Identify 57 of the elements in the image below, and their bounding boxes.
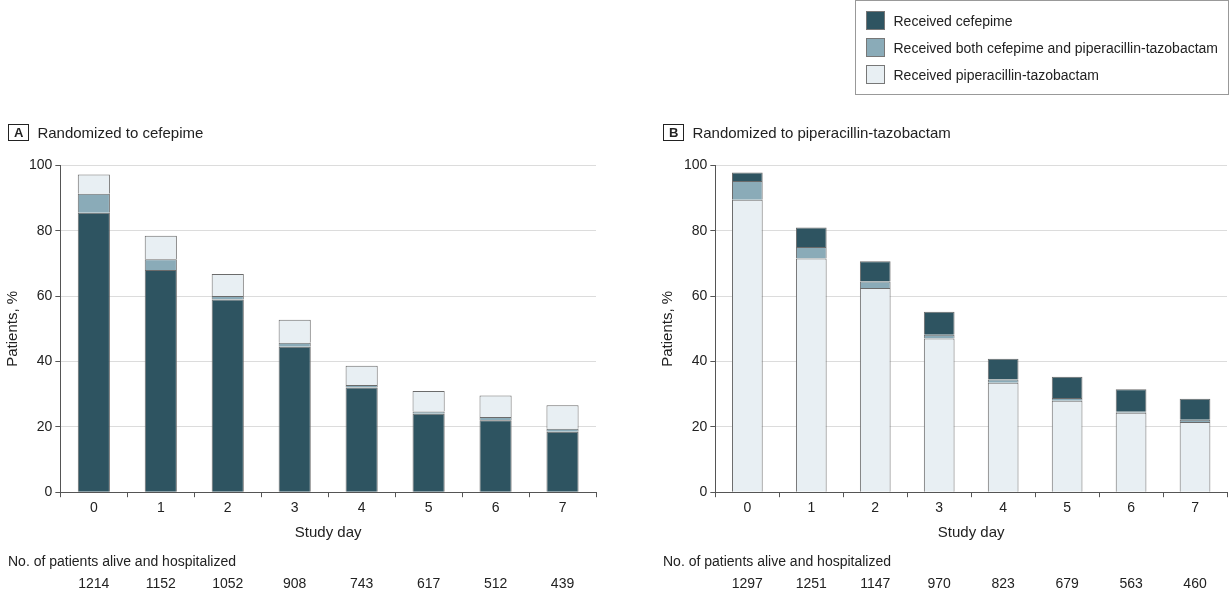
text: 1214 [78,575,110,591]
chart-title: Randomized to cefepime [37,124,204,141]
text: 1251 [795,575,828,591]
y-tick-label: 20 [691,417,708,434]
text: A [8,124,30,141]
text: No. of patients alive and hospitalized [8,553,237,569]
text: 1147 [860,575,891,591]
text: 1152 [145,575,177,591]
legend-label: Received both cefepime and piperacillin-tazobactam [893,39,1218,56]
text: B [663,124,685,141]
y-tick-label: 100 [29,156,53,173]
text: 1297 [731,575,764,591]
x-tick-label: 1 [807,499,816,516]
y-tick-label: 100 [684,156,708,173]
text: 1052 [212,575,244,591]
x-tick-label: 0 [89,499,98,516]
x-tick-label: 7 [1191,499,1200,516]
x-tick-label: 5 [424,499,433,516]
text: No. of patients alive and hospitalized [663,553,892,569]
x-tick-label: 0 [743,499,752,516]
y-tick-label: 40 [691,352,708,369]
x-tick-label: 2 [223,499,232,516]
x-tick-label: 5 [1063,499,1072,516]
text: 908 [283,575,307,591]
y-tick-label: 0 [699,483,708,500]
x-tick-label: 6 [1127,499,1136,516]
text: 563 [1119,575,1143,591]
y-tick-label: 60 [691,286,708,303]
x-tick-label: 7 [558,499,567,516]
y-tick-label: 40 [36,352,53,369]
legend-label: Received cefepime [893,12,1013,29]
x-tick-label: 3 [290,499,299,516]
x-tick-label: 4 [357,499,366,516]
y-tick-label: 80 [691,221,708,238]
text: 460 [1183,575,1207,591]
x-tick-label: 3 [935,499,944,516]
chart-title: Randomized to piperacillin-tazobactam [692,124,951,141]
text: 970 [927,575,952,591]
y-axis-title: Patients, % [658,290,676,367]
x-axis-title: Study day [937,523,1006,541]
legend-label: Received piperacillin-tazobactam [893,66,1099,83]
x-tick-label: 2 [871,499,880,516]
text: 439 [550,575,575,591]
text: 617 [416,575,441,591]
y-axis-title: Patients, % [3,290,21,367]
text: 823 [991,575,1016,591]
x-axis-title: Study day [294,523,363,541]
y-tick-label: 80 [36,221,53,238]
text: 512 [483,575,508,591]
y-tick-label: 60 [36,286,53,303]
y-tick-label: 20 [36,417,53,434]
text: 679 [1055,575,1079,591]
y-tick-label: 0 [44,483,53,500]
x-tick-label: 6 [491,499,500,516]
text: 743 [349,575,374,591]
x-tick-label: 1 [156,499,165,516]
x-tick-label: 4 [999,499,1008,516]
